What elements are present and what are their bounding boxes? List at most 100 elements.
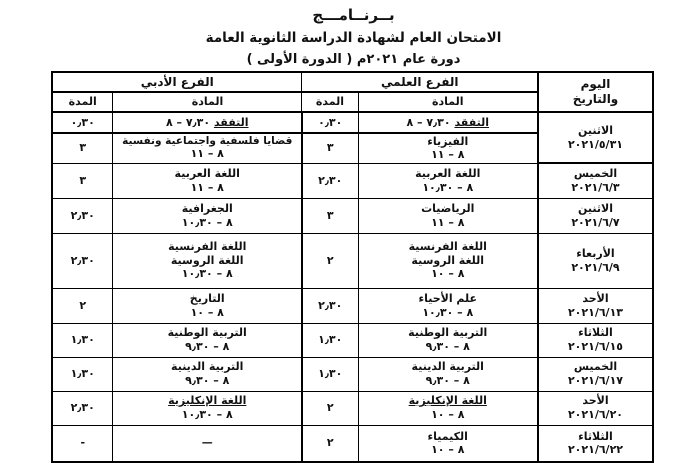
lit-subject: اللغة الفرنسية	[168, 239, 247, 253]
sci-time: ٨ – ١٠	[431, 267, 465, 281]
header-literary-branch: الفرع الأدبي	[51, 71, 303, 93]
day-date: ٢٠٢١/٦/١٧	[567, 374, 624, 387]
sci-subject-cell: اللغة العربية ٨ – ١٠٫٣٠	[357, 162, 539, 199]
lit-subject: اللغة العربية	[174, 166, 240, 180]
sci-duration-cell: ٢	[300, 390, 359, 426]
sci-duration-cell: ٢٫٣٠	[300, 287, 359, 324]
sci-subject: التربية الوطنية	[408, 326, 488, 340]
lit-duration-cell: ٢	[51, 287, 114, 324]
lit-subject: التاريخ	[189, 291, 225, 305]
sci-duration-cell: ٣	[300, 197, 359, 234]
lit-subject: قضايا فلسفية واجتماعية ونفسية	[122, 135, 293, 148]
day-name: الاثنين	[578, 201, 613, 215]
lit-time: ٨ – ١٠	[190, 305, 224, 319]
sci-time: ٨ – ١٠	[431, 443, 465, 457]
sci-duration-cell: ٣	[300, 132, 359, 164]
lit-duration-cell: ٠٫٣٠	[51, 111, 114, 134]
day-name: الأحد	[582, 394, 609, 408]
table-row: الخميس ٢٠٢١/٦/٣ اللغة العربية ٨ – ١٠٫٣٠ …	[51, 162, 654, 199]
sci-time: ٨ – ٩٫٣٠	[425, 340, 470, 353]
day-name: الأحد	[582, 291, 609, 305]
sci-duration-cell: ٢٫٣٠	[300, 162, 359, 199]
day-date: ٢٠٢١/٦/١٣	[567, 305, 624, 319]
table-row: الاثنين ٢٠٢١/٦/٧ الرياضيات ٨ – ١١ ٣ الجغ…	[51, 197, 654, 234]
lit-subject-cell: التربية الدينية ٨ – ٩٫٣٠	[112, 356, 303, 392]
sci-duration-cell: ٢	[300, 232, 359, 289]
lit-time: ٨ – ١٠٫٣٠	[181, 215, 233, 229]
sci-time: ٨ – ١١	[431, 148, 465, 162]
sci-time: ٨ – ١٠٫٣٠	[422, 305, 474, 319]
sci-subject-cell: التربية الوطنية ٨ – ٩٫٣٠	[357, 322, 539, 358]
table-row: الثلاثاء ٢٠٢١/٦/٢٢ الكيمياء ٨ – ١٠ ٢ — -	[51, 424, 654, 463]
lit-subject-cell: التاريخ ٨ – ١٠	[112, 287, 303, 324]
sci-time: ٨ – ١٠	[431, 408, 465, 421]
header-lit-subject: المادة	[112, 91, 303, 113]
table-row: الأحد ٢٠٢١/٦/٢٠ اللغة الإنكليزية ٨ – ١٠ …	[51, 390, 654, 426]
exam-schedule-table: اليوم والتاريخ الفرع العلمي الفرع الأدبي…	[50, 71, 654, 463]
day-cell: الأربعاء ٢٠٢١/٦/٩	[537, 232, 654, 289]
lit-subject-cell: التفقد ٧٫٣٠ – ٨	[112, 111, 303, 134]
day-cell: الاثنين ٢٠٢١/٥/٣١	[537, 111, 654, 164]
lit-time: ٨ – ١٠٫٣٠	[181, 267, 233, 281]
sci-duration-cell: ٠٫٣٠	[300, 111, 359, 134]
day-date: ٢٠٢١/٦/٩	[571, 260, 620, 274]
lit-duration-cell: ٣	[51, 162, 114, 199]
day-date: ٢٠٢١/٦/٢٢	[567, 443, 624, 457]
title-exam-name: الامتحان العام لشهادة الدراسة الثانوية ا…	[205, 30, 502, 46]
lit-subject-cell: اللغة الفرنسية اللغة الروسية ٨ – ١٠٫٣٠	[112, 232, 303, 289]
lit-subject: الجغرافية	[181, 201, 233, 215]
sci-subject-cell: علم الأحياء ٨ – ١٠٫٣٠	[357, 287, 539, 324]
header-day-date: اليوم والتاريخ	[537, 71, 654, 113]
lit-time: ٨ – ١١	[190, 180, 224, 194]
sci-subject-cell: التفقد ٧٫٣٠ – ٨	[357, 111, 539, 134]
sci-subject-cell: الكيمياء ٨ – ١٠	[357, 424, 539, 463]
sci-subject-cell: اللغة الإنكليزية ٨ – ١٠	[357, 390, 539, 426]
lit-time: ٨ – ٩٫٣٠	[185, 374, 230, 387]
day-cell: الثلاثاء ٢٠٢١/٦/١٥	[537, 322, 654, 358]
sci-subject: اللغة الإنكليزية	[408, 394, 487, 408]
sci-subject: الرياضيات	[421, 201, 475, 215]
lit-subject: اللغة الإنكليزية	[168, 394, 247, 408]
sci-time: ٨ – ٩٫٣٠	[425, 374, 470, 387]
sci-subject-cell: اللغة الفرنسية اللغة الروسية ٨ – ١٠	[357, 232, 539, 289]
table-row: الخميس ٢٠٢١/٦/١٧ التربية الدينية ٨ – ٩٫٣…	[51, 356, 654, 392]
table-row: الثلاثاء ٢٠٢١/٦/١٥ التربية الوطنية ٨ – ٩…	[51, 322, 654, 358]
day-date: ٢٠٢١/٦/١٥	[567, 340, 624, 353]
lit-subject-cell: التربية الوطنية ٨ – ٩٫٣٠	[112, 322, 303, 358]
sci-subject: الكيمياء	[427, 429, 468, 443]
lit-duration-cell: ٢٫٣٠	[51, 232, 114, 289]
lit-subject: التربية الدينية	[171, 360, 244, 374]
lit-time: ٨ – ١٠٫٣٠	[181, 408, 233, 421]
title-session: دورة عام ٢٠٢١م ( الدورة الأولى )	[246, 52, 461, 67]
day-cell: الخميس ٢٠٢١/٦/١٧	[537, 356, 654, 392]
sci-time: ٧٫٣٠ – ٨	[406, 115, 451, 129]
header-lit-duration: المدة	[51, 91, 114, 113]
lit-subject-cell: —	[112, 424, 303, 463]
lit-time: ٨ – ١١	[190, 147, 224, 161]
sci-subject-2: اللغة الروسية	[411, 253, 485, 267]
lit-subject-cell: الجغرافية ٨ – ١٠٫٣٠	[112, 197, 303, 234]
lit-duration-cell: ١٫٣٠	[51, 322, 114, 358]
header-date: والتاريخ	[572, 92, 619, 106]
lit-subject-cell: اللغة الإنكليزية ٨ – ١٠٫٣٠	[112, 390, 303, 426]
day-name: الثلاثاء	[578, 326, 613, 340]
day-cell: الخميس ٢٠٢١/٦/٣	[537, 162, 654, 199]
day-date: ٢٠٢١/٦/٢٠	[567, 408, 624, 421]
title-program: بــرنــامـــج	[312, 6, 395, 24]
sci-subject: التفقد	[454, 115, 490, 129]
document-title-block: بــرنــامـــج الامتحان العام لشهادة الدر…	[53, 0, 654, 67]
day-date: ٢٠٢١/٥/٣١	[567, 137, 624, 151]
lit-subject-cell: اللغة العربية ٨ – ١١	[112, 162, 303, 199]
sci-subject: اللغة الفرنسية	[408, 239, 487, 253]
sci-subject: اللغة العربية	[415, 166, 481, 180]
sci-subject: الفيزياء	[427, 134, 469, 148]
sci-duration-cell: ١٫٣٠	[300, 356, 359, 392]
sci-subject-cell: التربية الدينية ٨ – ٩٫٣٠	[357, 356, 539, 392]
lit-time: ٨ – ٩٫٣٠	[185, 340, 230, 353]
day-name: الثلاثاء	[578, 429, 613, 443]
day-cell: الاثنين ٢٠٢١/٦/٧	[537, 197, 654, 234]
sci-duration-cell: ٢	[300, 424, 359, 463]
day-cell: الأحد ٢٠٢١/٦/١٣	[537, 287, 654, 324]
header-sci-subject: المادة	[357, 91, 539, 113]
